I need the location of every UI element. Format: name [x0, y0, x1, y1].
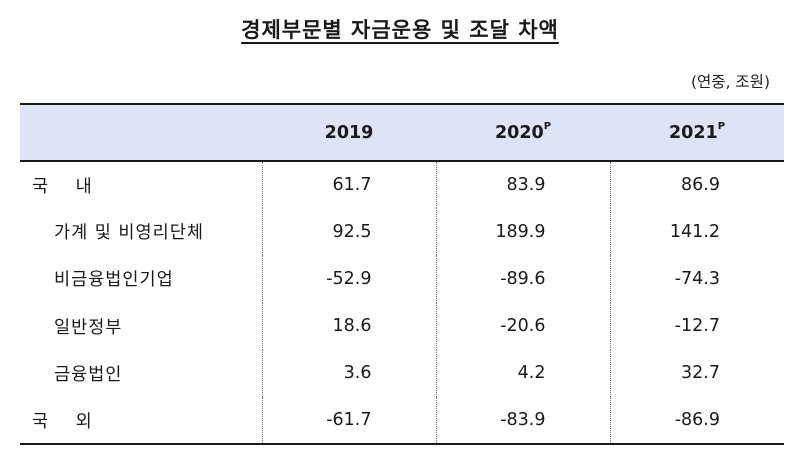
cell-2020: 4.2: [435, 349, 610, 397]
cell-2021: -86.9: [609, 396, 784, 445]
header-sector: [20, 104, 262, 162]
cell-2021: 32.7: [609, 349, 784, 397]
cell-2021: 141.2: [609, 208, 784, 256]
cell-2019: 18.6: [261, 302, 436, 350]
cell-2020: -20.6: [435, 302, 610, 350]
table-row: 가계 및 비영리단체 92.5 189.9 141.2: [20, 208, 784, 256]
cell-2020: 83.9: [435, 161, 610, 209]
row-label: 일반정부: [54, 317, 123, 338]
row-label: 가계 및 비영리단체: [54, 223, 204, 244]
cell-2019: -52.9: [261, 255, 436, 303]
cell-2021: -12.7: [609, 302, 784, 350]
header-2021: 2021P: [610, 104, 784, 162]
header-row: 2019 2020P 2021P: [20, 104, 784, 162]
cell-2019: 61.7: [261, 161, 436, 209]
table-row: 국 내 61.7 83.9 86.9: [20, 161, 784, 209]
flow-of-funds-table: 2019 2020P 2021P 국 내 61.7 83.9 86.9 가계 및…: [20, 103, 784, 446]
cell-2020: -89.6: [435, 255, 610, 303]
cell-2019: 92.5: [261, 208, 436, 256]
table-row: 비금융법인기업 -52.9 -89.6 -74.3: [20, 255, 784, 303]
row-label: 국 외: [32, 411, 92, 432]
cell-2019: -61.7: [261, 396, 436, 445]
table-row: 국 외 -61.7 -83.9 -86.9: [20, 396, 784, 445]
header-2020: 2020P: [436, 104, 610, 162]
cell-2021: 86.9: [609, 161, 784, 209]
table-title: 경제부문별 자금운용 및 조달 차액: [0, 14, 800, 44]
cell-2021: -74.3: [609, 255, 784, 303]
cell-2020: 189.9: [435, 208, 610, 256]
row-label: 비금융법인기업: [54, 270, 174, 291]
cell-2020: -83.9: [435, 396, 610, 445]
row-label: 국 내: [32, 176, 92, 197]
cell-2019: 3.6: [261, 349, 436, 397]
unit-note: (연중, 조원): [691, 73, 770, 91]
table-row: 금융법인 3.6 4.2 32.7: [20, 349, 784, 397]
table-row: 일반정부 18.6 -20.6 -12.7: [20, 302, 784, 350]
title-text: 경제부문별 자금운용 및 조달 차액: [241, 18, 559, 42]
header-2019: 2019: [262, 104, 436, 162]
row-label: 금융법인: [54, 364, 123, 385]
